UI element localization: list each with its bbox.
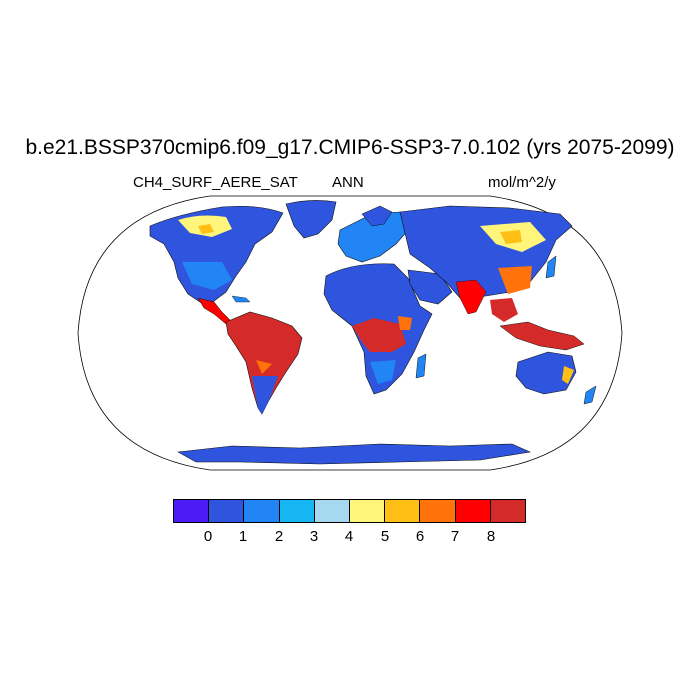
colorbar-box xyxy=(174,500,210,522)
colorbar-box xyxy=(385,500,421,522)
colorbar-box xyxy=(350,500,386,522)
land-new-zealand xyxy=(583,385,597,405)
colorbar-label: 1 xyxy=(238,528,248,545)
colorbar-label: 2 xyxy=(274,528,284,545)
region-africa-south xyxy=(370,360,396,384)
land-north-america xyxy=(149,205,284,307)
colorbar xyxy=(173,499,526,523)
region-north-america-lightblue xyxy=(182,262,232,290)
region-canada-orange xyxy=(198,224,214,234)
colorbar-box xyxy=(490,500,526,522)
region-asia-east xyxy=(498,266,532,294)
region-south-america-orange xyxy=(256,360,272,374)
colorbar-label: 8 xyxy=(486,528,496,545)
region-africa-central xyxy=(352,318,406,352)
variable-label: CH4_SURF_AERE_SAT xyxy=(133,174,298,191)
region-africa-east xyxy=(398,316,412,330)
land-madagascar xyxy=(415,353,427,379)
colorbar-label: 7 xyxy=(450,528,460,545)
land-australia xyxy=(515,351,577,395)
land-antarctica xyxy=(177,443,532,465)
units-label: mol/m^2/y xyxy=(488,174,556,191)
region-siberia-orange xyxy=(500,230,522,244)
region-south-america-south xyxy=(252,376,278,414)
colorbar-label: 0 xyxy=(203,528,213,545)
colorbar-label: 3 xyxy=(309,528,319,545)
colorbar-label: 5 xyxy=(380,528,390,545)
colorbar-box xyxy=(455,500,491,522)
colorbar-box xyxy=(279,500,315,522)
colorbar-label: 4 xyxy=(344,528,354,545)
plot-title: b.e21.BSSP370cmip6.f09_g17.CMIP6-SSP3-7.… xyxy=(25,136,675,159)
region-india xyxy=(455,279,487,315)
region-australia-east xyxy=(562,366,574,384)
land-japan xyxy=(545,255,557,279)
land-scandinavia xyxy=(361,205,393,227)
colorbar-box xyxy=(314,500,351,522)
region-se-asia xyxy=(490,298,518,322)
colorbar-box xyxy=(420,500,456,522)
season-label: ANN xyxy=(332,174,364,191)
land-caribbean xyxy=(231,295,251,303)
land-indonesia xyxy=(499,321,585,351)
colorbar-label: 6 xyxy=(415,528,425,545)
colorbar-box xyxy=(209,500,245,522)
land-greenland xyxy=(285,200,337,239)
colorbar-box xyxy=(244,500,280,522)
